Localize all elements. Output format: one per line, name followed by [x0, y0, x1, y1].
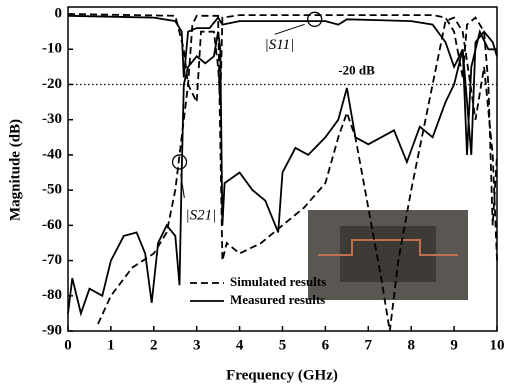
x-tick-label: 9	[450, 337, 458, 353]
curve	[67, 30, 498, 317]
x-axis-label: Frequency (GHz)	[226, 367, 338, 383]
x-tick-label: 8	[407, 337, 415, 353]
y-tick-label: -90	[42, 322, 62, 338]
y-tick-label: -30	[42, 111, 62, 127]
annotation-circle	[307, 11, 323, 27]
x-tick-label: 0	[64, 337, 72, 353]
curve	[97, 14, 498, 332]
y-axis-label: Magnitude (dB)	[7, 119, 23, 221]
y-tick-label: -60	[42, 217, 62, 233]
y-tick-label: -70	[42, 252, 62, 268]
y-tick-label: -50	[42, 182, 62, 198]
x-tick-label: 3	[193, 337, 201, 353]
legend-label: Simulated results	[230, 274, 326, 289]
plot-frame	[67, 6, 498, 332]
y-tick-label: -40	[42, 146, 62, 162]
annotation-circle	[171, 154, 188, 170]
reference-label: -20 dB	[338, 62, 375, 77]
x-tick-label: 7	[365, 337, 373, 353]
legend-label: Measured results	[230, 292, 325, 307]
x-tick-label: 10	[490, 337, 505, 353]
y-tick-label: -80	[42, 287, 62, 303]
x-tick-label: 1	[107, 337, 115, 353]
x-tick-label: 6	[322, 337, 330, 353]
annotation-pointer	[180, 173, 185, 199]
x-tick-label: 4	[236, 337, 244, 353]
x-tick-label: 5	[279, 337, 287, 353]
curve	[67, 13, 498, 226]
y-tick-label: -20	[42, 76, 62, 92]
annotation-label: |S11|	[265, 37, 295, 53]
annotation-pointer	[274, 23, 305, 35]
annotation-label: |S21|	[186, 207, 217, 223]
x-tick-label: 2	[150, 337, 158, 353]
curve	[67, 14, 497, 155]
inset-trace	[318, 239, 458, 256]
y-tick-label: 0	[55, 5, 63, 21]
y-tick-label: -10	[42, 41, 62, 57]
